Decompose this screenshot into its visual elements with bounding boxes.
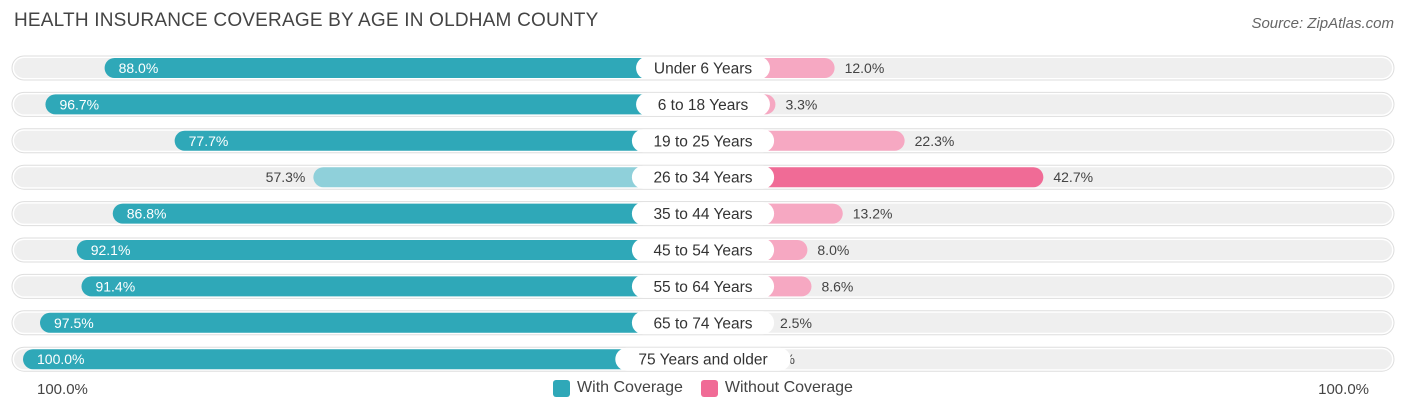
with-coverage-value: 97.5% — [54, 315, 94, 331]
with-coverage-bar — [104, 58, 704, 78]
category-label: 6 to 18 Years — [658, 97, 749, 114]
axis-left-label: 100.0% — [37, 381, 88, 398]
without-coverage-value: 12.0% — [845, 60, 885, 76]
category-label: 26 to 34 Years — [653, 170, 752, 187]
source-note: Source: ZipAtlas.com — [1251, 15, 1394, 32]
with-coverage-bar — [174, 130, 703, 151]
category-pill — [636, 92, 770, 116]
category-label: 19 to 25 Years — [653, 133, 752, 150]
without-coverage-value: 2.5% — [780, 315, 812, 331]
with-coverage-value: 100.0% — [37, 351, 84, 367]
legend: With Coverage Without Coverage — [0, 379, 1406, 397]
without-coverage-value: 3.3% — [785, 96, 817, 112]
category-pill — [631, 311, 775, 335]
category-pill — [631, 274, 775, 298]
with-coverage-bar — [40, 312, 703, 333]
with-coverage-bar — [313, 167, 703, 188]
chart-title: HEALTH INSURANCE COVERAGE BY AGE IN OLDH… — [14, 10, 599, 31]
legend-swatch-without — [700, 379, 718, 397]
with-coverage-bar — [76, 240, 704, 260]
with-coverage-value: 92.1% — [91, 242, 131, 258]
with-coverage-bar — [23, 349, 703, 370]
with-coverage-bar — [45, 94, 703, 115]
without-coverage-value: 42.7% — [1053, 169, 1093, 185]
without-coverage-value: 8.0% — [817, 242, 849, 258]
without-coverage-bar — [703, 167, 1044, 188]
category-label: Under 6 Years — [654, 61, 752, 78]
category-label: 65 to 74 Years — [653, 315, 752, 332]
category-pill — [631, 202, 775, 226]
legend-swatch-with — [553, 379, 571, 397]
with-coverage-value: 96.7% — [59, 96, 99, 112]
with-coverage-value: 88.0% — [119, 60, 159, 76]
category-pill — [631, 238, 775, 262]
category-label: 55 to 64 Years — [653, 279, 752, 296]
legend-with-coverage: With Coverage — [553, 379, 683, 397]
with-coverage-value: 86.8% — [127, 206, 167, 222]
axis-right-label: 100.0% — [1318, 381, 1369, 398]
category-pill — [615, 347, 791, 371]
with-coverage-value: 77.7% — [189, 133, 229, 149]
without-coverage-value: 22.3% — [915, 133, 955, 149]
legend-with-label: With Coverage — [577, 379, 683, 396]
category-label: 35 to 44 Years — [653, 206, 752, 223]
legend-without-coverage: Without Coverage — [700, 379, 853, 397]
with-coverage-bar — [112, 203, 703, 224]
legend-without-label: Without Coverage — [724, 379, 853, 396]
category-pill — [636, 56, 770, 80]
with-coverage-bar — [81, 276, 704, 297]
with-coverage-value: 57.3% — [266, 169, 306, 185]
without-coverage-value: 13.2% — [853, 206, 893, 222]
with-coverage-value: 91.4% — [95, 278, 135, 294]
category-pill — [631, 165, 775, 189]
without-coverage-value: 8.6% — [821, 278, 853, 294]
chart-area: 88.0% 12.0% Under 6 Years 96.7% 3.3% 6 to 18 … — [11, 55, 1395, 372]
category-label: 45 to 54 Years — [653, 243, 752, 260]
category-pill — [631, 129, 775, 153]
category-label: 75 Years and older — [638, 352, 767, 369]
